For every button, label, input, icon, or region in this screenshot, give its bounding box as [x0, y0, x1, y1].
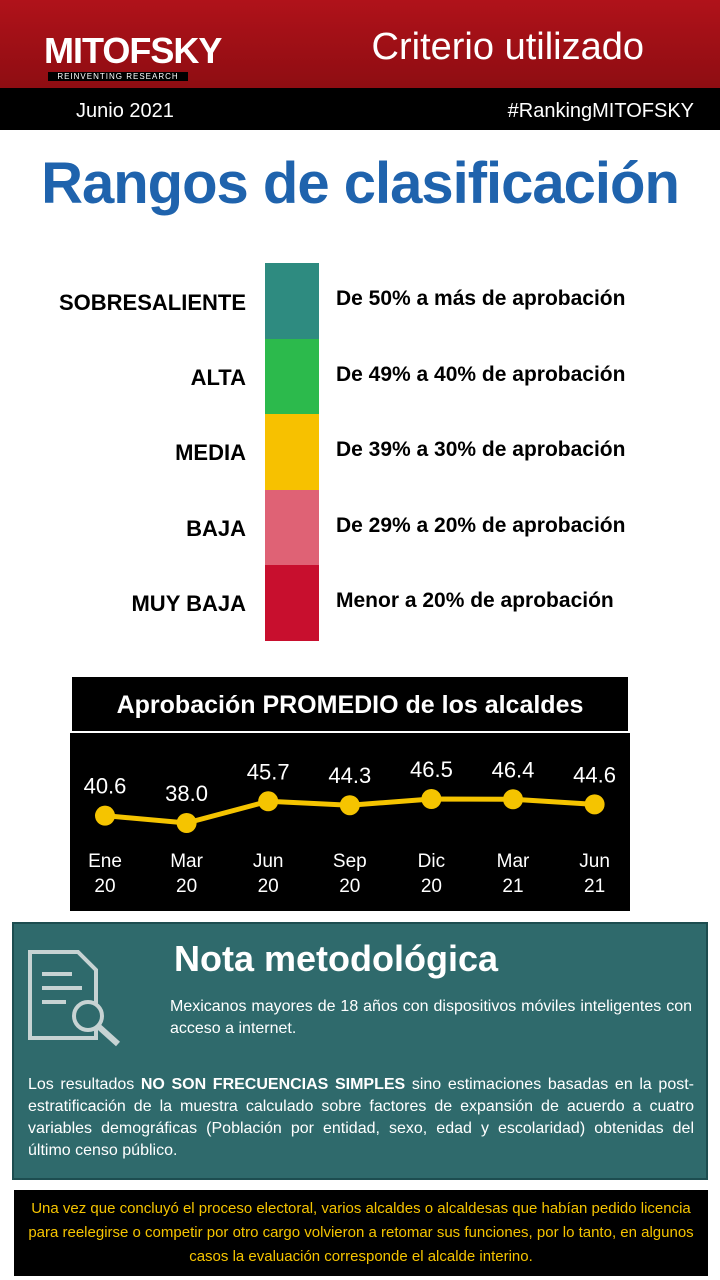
x-tick-label: Sep 20	[332, 851, 367, 897]
range-swatch	[265, 565, 319, 641]
note-paragraph: Los resultados NO SON FRECUENCIAS SIMPLE…	[28, 1074, 694, 1162]
range-label: MUY BAJA	[131, 591, 246, 616]
info-bar	[0, 88, 720, 130]
x-tick-label: Mar 21	[496, 851, 530, 897]
note-paragraph: Mexicanos mayores de 18 años con disposi…	[170, 998, 692, 1037]
date: Junio 2021	[76, 100, 174, 122]
ranges-title: Rangos de clasificación	[41, 151, 680, 216]
point	[176, 813, 197, 833]
point	[421, 789, 442, 809]
x-tick-label: Jun 21	[579, 851, 610, 897]
document-icon	[28, 950, 121, 1047]
value-label: 46.5	[410, 757, 453, 782]
point	[339, 795, 360, 816]
range-swatch	[265, 338, 319, 415]
bold-text: NO SON FRECUENCIAS SIMPLES	[140, 1076, 406, 1093]
text: Los resultados	[28, 1076, 141, 1093]
chart-title: Aprobación PROMEDIO de los alcaldes	[70, 675, 630, 733]
header-title: Criterio utilizado	[371, 26, 644, 68]
point	[95, 805, 115, 826]
range-label: MEDIA	[175, 440, 246, 465]
note-box	[12, 922, 708, 1180]
range-description: De 29% a 20% de aprobación	[336, 513, 626, 537]
x-tick-label: Dic 20	[417, 851, 446, 897]
range-description: De 49% a 40% de aprobación	[336, 362, 626, 386]
value-label: 46.4	[492, 757, 535, 782]
logo: MITOFSKY	[44, 30, 222, 71]
point	[584, 794, 605, 815]
hashtag: #RankingMITOFSKY	[507, 100, 694, 122]
range-label: ALTA	[190, 364, 246, 390]
footer-note: Una vez que concluyó el proceso electora…	[14, 1190, 708, 1276]
value-label: 38.0	[165, 781, 208, 806]
range-label: SOBRESALIENTE	[58, 290, 246, 315]
range-description: Menor a 20% de aprobación	[336, 589, 614, 612]
chart: 40.6 38.0 45.7 44.3 46.5 46.4 44.6	[70, 733, 630, 911]
point	[503, 789, 523, 810]
text: sino estimaciones basadas en la post-est…	[28, 1076, 694, 1159]
x-tick-label: Mar 20	[170, 851, 203, 897]
point	[258, 791, 279, 812]
range-swatch	[265, 489, 319, 566]
range-swatch	[265, 414, 319, 490]
tagline: REINVENTING RESEARCH	[48, 72, 188, 81]
range-swatch	[265, 263, 319, 339]
note-title: Nota metodológica	[174, 938, 499, 979]
x-tick-label: Ene 20	[88, 851, 122, 897]
value-label: 44.3	[328, 763, 371, 788]
value-label: 40.6	[84, 774, 127, 799]
x-tick-label: Jun 20	[252, 851, 284, 897]
range-label: BAJA	[186, 515, 246, 541]
range-description: De 39% a 30% de aprobación	[336, 438, 626, 461]
range-description: De 50% a más de aprobación	[336, 287, 626, 310]
value-label: 45.7	[247, 759, 290, 784]
value-label: 44.6	[573, 762, 616, 787]
